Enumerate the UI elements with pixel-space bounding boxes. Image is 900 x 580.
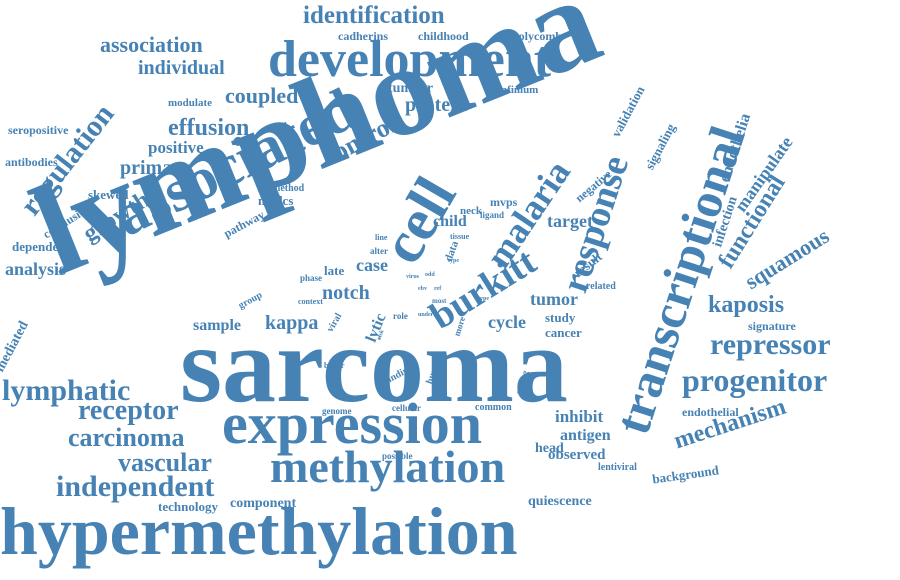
word: background (651, 462, 720, 487)
word: repressor (710, 328, 831, 361)
word: modcs (258, 193, 294, 208)
word: sample (193, 317, 241, 334)
word: genome (322, 406, 352, 416)
word: odd (425, 272, 435, 278)
word: lentiviral (598, 462, 637, 473)
word: most (432, 297, 447, 305)
word: hypermethylation (0, 493, 518, 569)
word: methylation (270, 441, 506, 492)
word: receptor (78, 395, 179, 426)
word: technology (158, 499, 218, 514)
word: late (324, 263, 345, 278)
word: possible (382, 451, 413, 461)
word: dependent (12, 239, 70, 254)
word: cadherins (338, 29, 389, 43)
word: neck (460, 205, 482, 217)
word: expression (222, 391, 482, 456)
word: primary (120, 157, 192, 179)
word: coupled (225, 83, 299, 108)
word: ligand (480, 210, 505, 220)
word: alter (370, 246, 388, 256)
word: tumour (388, 81, 434, 96)
word: vascular (118, 448, 212, 477)
word: mechanism (670, 393, 790, 455)
word: signaling (641, 120, 679, 173)
word: kaposis (708, 292, 785, 318)
word: analysis (5, 259, 67, 279)
word: ebv (418, 286, 427, 292)
word: child (433, 213, 467, 230)
word: development (268, 31, 552, 88)
word: individual (138, 57, 225, 79)
word: related (586, 281, 616, 292)
word: better (324, 361, 345, 370)
word: method (272, 183, 305, 194)
word: seropositive (8, 123, 69, 137)
word: cycle (488, 312, 526, 332)
word: ref (434, 286, 442, 292)
word: notch (322, 282, 370, 304)
word: carcinoma (68, 423, 185, 452)
word: mediated (0, 318, 32, 375)
word: phase (300, 273, 323, 283)
word: protein (405, 94, 467, 116)
word: under (418, 312, 434, 318)
word: target (547, 211, 593, 231)
word: head (535, 441, 564, 456)
word: quiescence (528, 494, 592, 509)
word: antigen (560, 427, 611, 444)
word: progenitor (682, 362, 828, 398)
word: role (393, 311, 408, 321)
word: type (478, 296, 489, 302)
word: context (298, 297, 323, 306)
word: childhood (418, 29, 469, 43)
word: line (375, 233, 388, 242)
word: antibodies (5, 155, 58, 169)
word: type (448, 258, 459, 264)
word: tissue (450, 232, 470, 241)
word: lymphatic (2, 374, 131, 407)
word: positive (148, 138, 204, 157)
word: inhibit (555, 407, 604, 426)
word: cellular (392, 403, 421, 413)
word: observed (548, 447, 606, 463)
word: endothelial (682, 405, 739, 419)
word: validation (608, 83, 648, 140)
word: common (475, 402, 512, 413)
word: polycomb (512, 29, 563, 43)
word: case (356, 255, 388, 275)
word: effusion (168, 115, 250, 141)
word: association (100, 32, 203, 57)
word: cancer (545, 325, 582, 340)
word: skewed (88, 187, 129, 202)
word: component (230, 496, 297, 511)
word: independent (56, 470, 215, 503)
word: signature (748, 319, 796, 333)
word: mvps (490, 195, 518, 209)
word: study (545, 310, 576, 325)
word: modulate (168, 97, 212, 109)
word: tumor (530, 289, 578, 309)
word: kappa (265, 312, 319, 334)
word: infinium (498, 84, 539, 96)
word: identification (303, 2, 445, 29)
word: sarcoma (180, 306, 568, 425)
word: virus (406, 274, 420, 280)
